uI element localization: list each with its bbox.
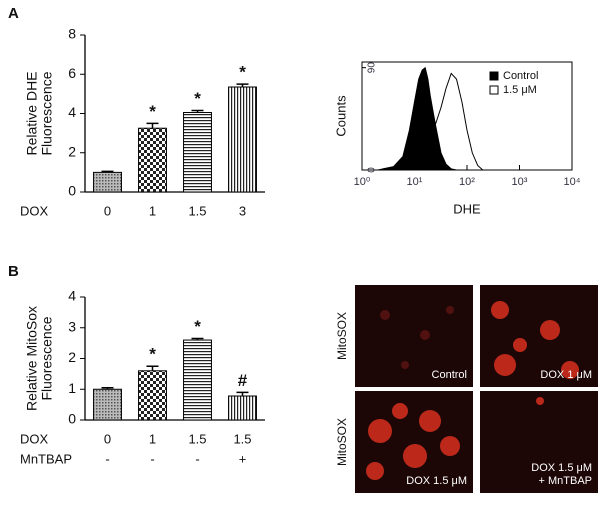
micrograph [355,285,473,387]
error-bar [236,391,249,397]
significance-label: # [238,371,248,390]
bar [183,339,212,421]
significance-label: * [194,89,201,108]
cell [392,403,408,419]
y-tick-label: 6 [68,65,76,81]
legend-label: 1.5 μM [503,84,537,96]
bar [93,388,122,421]
micrograph-caption: Control [432,369,467,381]
histogram-curve [377,66,457,171]
y-axis-label: Fluorescence [39,71,55,155]
y-tick-label: 0 [68,183,76,199]
bar [228,395,257,421]
cell [440,436,460,456]
micrograph-caption: DOX 1.5 μM [531,462,592,474]
cell [419,410,441,432]
panel-label: B [8,263,19,280]
x-tick-label: 1 [149,203,156,218]
error-bar [146,365,159,371]
cell [561,361,579,379]
error-bar [191,109,204,113]
x-tick-label: 3 [239,203,246,218]
significance-label: * [149,102,156,121]
bar [138,370,167,421]
y-tick-label: 2 [68,349,76,365]
x-tick-label: + [239,451,247,466]
x-tick-label: 0 [104,203,111,218]
cell [536,397,544,405]
error-bar [191,337,204,341]
y-tick-label: 4 [68,288,76,304]
cell [494,354,516,376]
y-axis-label: Relative MitoSox [24,306,40,411]
micrograph [480,391,598,493]
y-axis-label: Counts [333,95,348,137]
y-axis-label: Fluorescence [39,316,55,400]
x-tick-label: 10⁴ [564,176,581,188]
x-tick-label: 10⁰ [354,176,371,188]
x-tick-label: - [105,451,109,466]
micrograph-caption: + MnTBAP [539,475,593,487]
row-label: MitoSOX [335,418,349,466]
x-axis-label: DOX [20,203,49,218]
x-axis-label: MnTBAP [20,451,72,466]
error-bar [146,122,159,129]
x-tick-label: 1 [149,431,156,446]
x-tick-label: - [195,451,199,466]
cell [491,301,509,319]
error-bar [236,83,249,88]
x-axis-label: DOX [20,431,49,446]
x-tick-label: 1.5 [233,431,251,446]
legend-label: Control [503,70,538,82]
cell [540,320,560,340]
plot-frame [361,61,573,171]
y-tick-label: 8 [68,26,76,42]
x-tick-label: 1.5 [188,203,206,218]
cell [403,444,427,468]
cell [366,462,384,480]
histogram-curve [393,72,484,171]
x-axis-label: DHE [453,201,481,216]
y-tick-label: 4 [68,104,76,120]
bar [138,127,167,193]
y-tick-label: 2 [68,143,76,159]
cell [446,306,454,314]
micrograph-caption: DOX 1.5 μM [406,475,467,487]
legend-swatch [489,71,499,81]
row-label: MitoSOX [335,312,349,360]
cell [420,330,430,340]
cell [368,419,392,443]
significance-label: * [239,63,246,82]
x-tick-label: 10³ [512,176,528,188]
y-tick-label: 1 [68,380,76,396]
significance-label: * [149,345,156,364]
y-tick-label: 0 [68,411,76,427]
micrograph-caption: DOX 1 μM [540,369,592,381]
x-tick-label: 1.5 [188,431,206,446]
x-tick-label: 10² [459,176,475,188]
y-tick-label: 3 [68,318,76,334]
cell [380,310,390,320]
significance-label: * [194,317,201,336]
error-bar [101,170,114,173]
bar [93,171,122,193]
y-tick-label: 90 [367,62,378,74]
y-axis-label: Relative DHE [24,71,40,155]
cell [513,338,527,352]
y-tick-label: 0 [367,167,378,173]
cell [401,361,409,369]
bar [228,86,257,193]
bar [183,112,212,193]
error-bar [101,386,114,390]
panel-label: A [8,5,19,22]
x-tick-label: - [150,451,154,466]
x-tick-label: 10¹ [407,176,423,188]
x-tick-label: 0 [104,431,111,446]
legend-swatch [489,85,499,95]
